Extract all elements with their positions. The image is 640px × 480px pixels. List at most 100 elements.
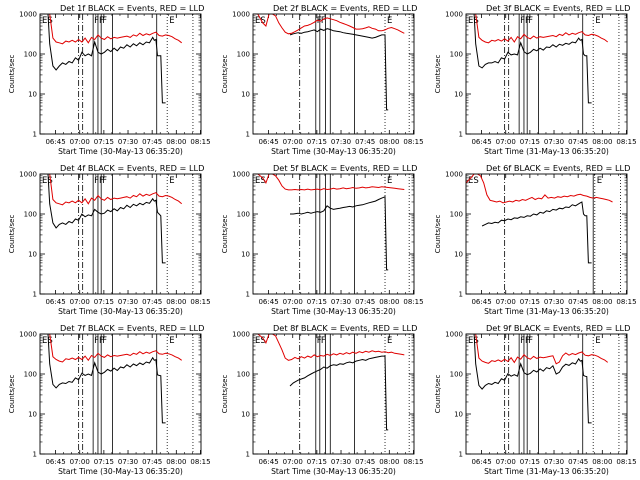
- x-tick-label: 07:45: [355, 458, 375, 466]
- x-axis-label: Start Time (31-May-13 06:35:20): [484, 307, 609, 316]
- chart-panel-3: Det 3f BLACK = Events, RED = LLD Counts/s…: [434, 3, 637, 156]
- x-tick-label: 07:45: [142, 138, 162, 146]
- x-tick-label: 07:00: [283, 138, 303, 146]
- chart-title: Det 6f BLACK = Events, RED = LLD: [486, 163, 630, 173]
- annotation-label: E: [597, 176, 602, 186]
- y-tick-label: 10: [28, 251, 37, 259]
- annotation-label: F: [102, 336, 107, 346]
- y-tick-label: 1: [459, 451, 463, 459]
- x-tick-label: 07:15: [307, 458, 327, 466]
- annotation-label: ES: [42, 16, 53, 26]
- x-tick-label: 07:30: [544, 138, 564, 146]
- x-tick-label: 06:45: [258, 298, 278, 306]
- x-tick-label: 08:15: [403, 458, 423, 466]
- y-axis-label: Counts/sec: [434, 55, 442, 94]
- x-tick-label: 07:00: [70, 138, 90, 146]
- x-tick-label: 06:45: [471, 298, 491, 306]
- x-axis-label: Start Time (30-May-13 06:35:20): [271, 147, 396, 156]
- series-line-lld: [40, 334, 182, 363]
- x-tick-label: 07:45: [568, 458, 588, 466]
- chart-title: Det 5f BLACK = Events, RED = LLD: [273, 163, 417, 173]
- annotation-label: ES: [255, 16, 266, 26]
- y-tick-label: 10: [241, 251, 250, 259]
- chart-title: Det 9f BLACK = Events, RED = LLD: [486, 323, 630, 333]
- chart-panel-2: Det 2f BLACK = Events, RED = LLD Counts/s…: [221, 3, 424, 156]
- annotation-label: F: [99, 336, 104, 346]
- y-axis-label: Counts/sec: [8, 375, 16, 414]
- series-line-events: [481, 201, 592, 264]
- chart-panel-8: Det 8f BLACK = Events, RED = LLD Counts/s…: [221, 323, 424, 476]
- annotation-label: E: [169, 336, 174, 346]
- annotation-label: F: [528, 336, 533, 346]
- chart-panel-6: Det 6f BLACK = Events, RED = LLD Counts/s…: [434, 163, 637, 316]
- y-tick-label: 100: [237, 51, 250, 59]
- annotation-label: ES: [468, 336, 479, 346]
- plot-frame: [39, 333, 202, 455]
- x-tick-label: 08:15: [190, 458, 210, 466]
- x-tick-label: 07:15: [94, 138, 114, 146]
- annotation-label: F: [520, 16, 525, 26]
- chart-panel-4: Det 4f BLACK = Events, RED = LLD Counts/s…: [8, 163, 211, 316]
- y-axis-label: Counts/sec: [221, 375, 229, 414]
- plot-frame: [39, 173, 202, 295]
- y-tick-label: 1: [33, 291, 37, 299]
- y-axis-label: Counts/sec: [434, 375, 442, 414]
- annotation-label: F: [525, 336, 530, 346]
- x-tick-label: 08:15: [616, 298, 636, 306]
- annotation-label: F: [321, 16, 326, 26]
- x-tick-label: 07:30: [331, 458, 351, 466]
- plot-frame: [252, 173, 415, 295]
- chart-title: Det 1f BLACK = Events, RED = LLD: [60, 3, 204, 13]
- y-tick-label: 10: [454, 411, 463, 419]
- y-tick-label: 1000: [19, 11, 37, 19]
- y-tick-label: 1000: [232, 11, 250, 19]
- series-line-lld: [466, 14, 609, 44]
- y-tick-label: 1: [246, 291, 250, 299]
- y-tick-label: 10: [28, 411, 37, 419]
- series-line-lld: [40, 14, 183, 45]
- y-tick-label: 100: [237, 371, 250, 379]
- y-axis-label: Counts/sec: [8, 55, 16, 94]
- y-tick-label: 100: [24, 211, 37, 219]
- x-tick-label: 07:45: [568, 138, 588, 146]
- y-tick-label: 1000: [445, 11, 463, 19]
- annotation-label: F: [317, 336, 322, 346]
- y-tick-label: 1000: [232, 171, 250, 179]
- annotation-label: ES: [255, 336, 266, 346]
- plot-frame: [465, 13, 628, 135]
- series-line-lld: [466, 334, 609, 365]
- y-tick-label: 100: [450, 211, 463, 219]
- series-line-events: [466, 334, 592, 424]
- annotation-label: E: [169, 176, 174, 186]
- chart-title: Det 8f BLACK = Events, RED = LLD: [273, 323, 417, 333]
- annotation-label: F: [99, 16, 104, 26]
- series-line-events: [40, 14, 166, 104]
- series-line-events: [466, 14, 592, 104]
- x-tick-label: 06:45: [471, 458, 491, 466]
- y-tick-label: 1: [33, 451, 37, 459]
- x-tick-label: 06:45: [45, 298, 65, 306]
- x-tick-label: 07:15: [307, 298, 327, 306]
- chart-title: Det 3f BLACK = Events, RED = LLD: [486, 3, 630, 13]
- x-tick-label: 07:15: [520, 138, 540, 146]
- annotation-label: E: [169, 16, 174, 26]
- chart-panel-9: Det 9f BLACK = Events, RED = LLD Counts/s…: [434, 323, 637, 476]
- x-axis-label: Start Time (30-May-13 06:35:20): [58, 467, 183, 476]
- chart-panel-1: Det 1f BLACK = Events, RED = LLD Counts/s…: [8, 3, 211, 156]
- x-tick-label: 07:00: [70, 298, 90, 306]
- x-tick-label: 06:45: [258, 138, 278, 146]
- x-tick-label: 07:30: [544, 298, 564, 306]
- chart-panel-5: Det 5f BLACK = Events, RED = LLD Counts/s…: [221, 163, 424, 316]
- annotation-label: F: [102, 176, 107, 186]
- series-line-events: [40, 174, 166, 264]
- chart-panel-7: Det 7f BLACK = Events, RED = LLD Counts/s…: [8, 323, 211, 476]
- x-tick-label: 08:15: [190, 138, 210, 146]
- x-tick-label: 07:15: [307, 138, 327, 146]
- series-line-lld: [40, 174, 183, 206]
- y-tick-label: 1000: [232, 331, 250, 339]
- x-tick-label: 08:15: [616, 138, 636, 146]
- x-tick-label: 07:45: [355, 138, 375, 146]
- series-line-lld: [253, 334, 405, 361]
- x-tick-label: 08:00: [592, 458, 612, 466]
